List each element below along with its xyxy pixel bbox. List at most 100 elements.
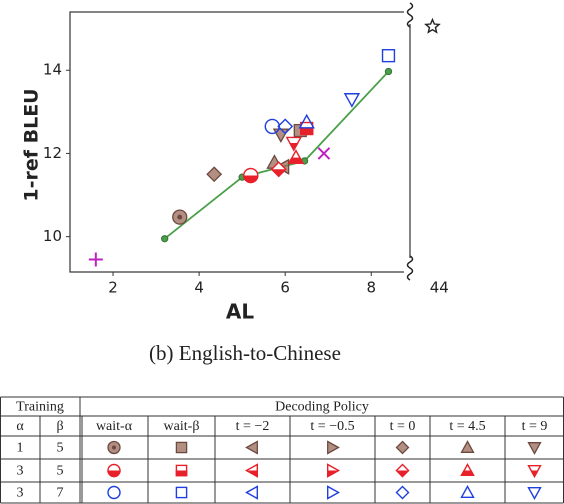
table-cell: 3 (17, 464, 24, 479)
marker-part (327, 440, 340, 455)
marker (285, 136, 302, 152)
marker-part (327, 470, 340, 478)
x-tick-label: 4 (194, 279, 204, 297)
table: Training Decoding Policy α β wait-α wait-β t =… (0, 396, 564, 504)
y-tick-label: 12 (43, 144, 62, 162)
x-tick-label: 6 (280, 279, 290, 297)
x-tick-label: 44 (430, 279, 449, 297)
axis-break (406, 255, 414, 281)
marker (206, 166, 223, 183)
marker (327, 463, 340, 478)
table-cell: 5 (57, 441, 64, 456)
marker-part (287, 157, 305, 164)
marker (384, 67, 393, 76)
x-tick-label: 8 (366, 279, 376, 297)
marker (395, 440, 410, 455)
marker-part (272, 128, 289, 144)
table-header: t = −2 (236, 419, 270, 434)
marker (245, 485, 258, 500)
marker-part (460, 470, 475, 476)
marker (272, 128, 289, 144)
marker (317, 147, 331, 160)
table-group-header: Training (16, 400, 64, 415)
marker (88, 252, 103, 267)
plot-frame (69, 11, 411, 273)
marker (381, 49, 396, 63)
y-axis-label: 1-ref BLEU (21, 88, 43, 201)
marker (343, 93, 361, 108)
marker-part (527, 487, 542, 500)
marker-part (245, 485, 258, 500)
marker-part (245, 440, 258, 455)
marker (327, 440, 340, 455)
marker (107, 440, 121, 455)
marker (270, 161, 287, 178)
marker (527, 442, 542, 455)
table-cell: 5 (57, 464, 64, 479)
table-header: β (56, 419, 63, 434)
marker-part (343, 93, 361, 108)
marker (287, 149, 305, 164)
marker (460, 463, 475, 476)
marker (527, 465, 542, 478)
marker (175, 441, 188, 454)
marker-part (175, 470, 188, 477)
marker-part (381, 49, 396, 63)
marker-part (111, 445, 117, 450)
y-tick-label: 14 (43, 61, 62, 79)
marker-part (327, 485, 340, 500)
marker (395, 463, 410, 478)
marker (424, 17, 441, 34)
marker-part (277, 118, 294, 135)
table-header: t = 9 (522, 419, 548, 434)
marker-part (177, 214, 183, 220)
table-header: t = 4.5 (449, 419, 485, 434)
marker (460, 440, 475, 453)
marker (277, 118, 294, 135)
marker (175, 486, 188, 499)
marker-part (460, 485, 475, 498)
marker (161, 235, 169, 243)
table-header: wait-α (96, 419, 133, 434)
marker-part (88, 252, 103, 267)
marker-part (161, 235, 169, 243)
marker-part (460, 440, 475, 453)
marker-part (206, 166, 223, 183)
marker (264, 118, 280, 135)
marker (245, 440, 258, 455)
marker-part (424, 17, 441, 34)
marker (107, 463, 121, 478)
y-tick-label: 10 (43, 227, 62, 245)
marker-part (395, 470, 410, 478)
marker-part (384, 67, 393, 76)
x-tick-label: 2 (108, 279, 118, 297)
marker-part (107, 485, 121, 500)
marker-part (107, 470, 121, 478)
table-cell: 3 (17, 486, 24, 501)
marker-part (270, 169, 287, 178)
marker (460, 485, 475, 498)
table-cell: 1 (17, 441, 24, 456)
table-header: wait-β (164, 419, 200, 434)
marker-part (298, 113, 315, 129)
marker-part (527, 442, 542, 455)
marker-part (395, 485, 410, 500)
marker (527, 487, 542, 500)
table-header: t = 0 (390, 419, 416, 434)
axis-break (406, 2, 414, 28)
table-header: α (16, 419, 24, 434)
marker-part (243, 175, 259, 184)
marker-part (245, 470, 258, 478)
marker (298, 113, 315, 129)
marker-part (175, 486, 188, 499)
table-cell: 7 (57, 486, 64, 501)
table-header: t = −0.5 (310, 419, 354, 434)
caption: (b) English-to-Chinese (149, 341, 341, 365)
marker (327, 485, 340, 500)
marker (395, 485, 410, 500)
break-mask (404, 2, 418, 24)
marker (243, 167, 259, 184)
marker (175, 464, 188, 477)
marker (245, 463, 258, 478)
